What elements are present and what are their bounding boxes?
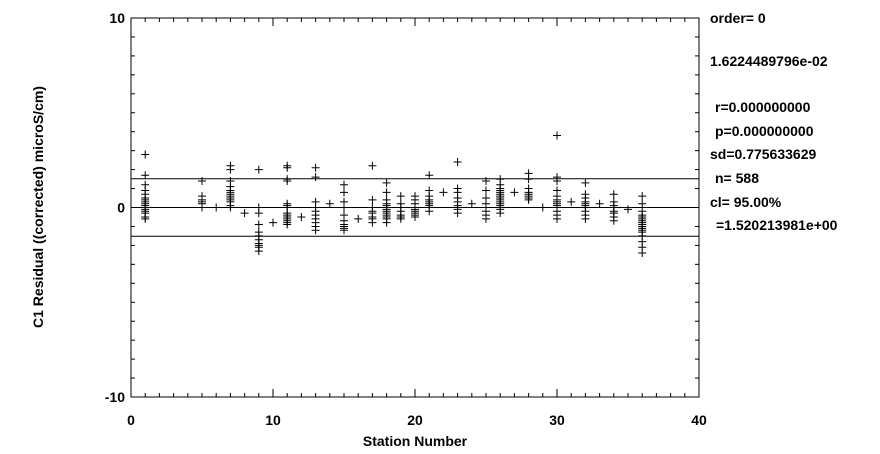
y-tick-label: 0	[117, 200, 125, 216]
annotation-cl-value: =1.520213981e+00	[716, 217, 838, 233]
data-point	[524, 195, 533, 204]
data-point	[510, 188, 519, 197]
data-point	[425, 207, 434, 216]
data-point	[595, 199, 604, 208]
data-point	[638, 199, 647, 208]
data-point	[467, 199, 476, 208]
data-point	[538, 203, 547, 212]
data-point	[254, 165, 263, 174]
data-point	[141, 214, 150, 223]
data-point	[340, 180, 348, 189]
data-point	[368, 161, 377, 170]
data-point	[325, 199, 334, 208]
data-point	[609, 216, 618, 225]
y-tick-label: 10	[109, 10, 125, 26]
data-point	[283, 176, 292, 185]
data-point	[297, 212, 306, 221]
data-point	[638, 248, 647, 257]
data-point	[482, 214, 490, 223]
data-point	[141, 171, 150, 180]
data-point	[638, 192, 647, 201]
data-point	[553, 214, 561, 223]
data-point	[624, 205, 632, 214]
x-tick-label: 30	[549, 412, 565, 428]
y-axis-title: C1 Residual ((corrected) microS/cm)	[30, 86, 46, 328]
data-point	[254, 209, 263, 218]
data-point	[311, 226, 320, 235]
annotation-order: order= 0	[710, 10, 766, 26]
data-point	[354, 214, 363, 223]
data-point	[482, 186, 490, 195]
data-points	[141, 131, 647, 257]
x-tick-label: 20	[407, 412, 423, 428]
data-point	[340, 226, 348, 235]
data-point	[283, 220, 292, 229]
annotation-sd: sd=0.775633629	[710, 146, 816, 162]
data-point	[567, 197, 576, 206]
data-point	[609, 190, 618, 199]
data-point	[482, 176, 490, 185]
annotation-n: n= 588	[715, 170, 759, 186]
data-point	[396, 192, 405, 201]
data-point	[198, 176, 206, 185]
data-point	[368, 195, 377, 204]
annotation-r: r=0.000000000	[715, 99, 811, 115]
x-tick-label: 40	[691, 412, 707, 428]
data-point	[553, 131, 561, 140]
data-point	[453, 158, 462, 167]
annotation-intercept: 1.6224489796e-02	[710, 53, 828, 69]
data-point	[226, 203, 235, 212]
data-point	[198, 203, 206, 212]
data-point	[340, 188, 348, 197]
data-point	[212, 203, 221, 212]
data-point	[254, 220, 263, 229]
annotation-cl: cl= 95.00%	[710, 194, 782, 210]
data-point	[382, 188, 391, 197]
data-point	[240, 209, 249, 218]
data-point	[311, 173, 320, 182]
x-tick-label: 10	[265, 412, 281, 428]
x-axis-title: Station Number	[363, 433, 468, 449]
x-tick-label: 0	[127, 412, 135, 428]
data-point	[311, 163, 320, 172]
data-point	[439, 188, 448, 197]
data-point	[553, 176, 561, 185]
data-point	[141, 150, 150, 159]
data-point	[581, 214, 590, 223]
data-point	[340, 203, 348, 212]
annotation-p: p=0.000000000	[715, 123, 814, 139]
data-point	[411, 212, 419, 221]
data-point	[425, 171, 434, 180]
y-tick-label: -10	[105, 389, 125, 405]
data-point	[396, 214, 405, 223]
data-point	[382, 178, 391, 187]
data-point	[581, 178, 590, 187]
data-point	[496, 209, 505, 218]
data-point	[283, 163, 292, 172]
data-point	[226, 165, 235, 174]
data-point	[382, 218, 391, 227]
data-point	[524, 175, 533, 184]
data-point	[254, 247, 263, 256]
data-point	[368, 218, 377, 227]
data-point	[453, 209, 462, 218]
data-point	[269, 218, 277, 227]
